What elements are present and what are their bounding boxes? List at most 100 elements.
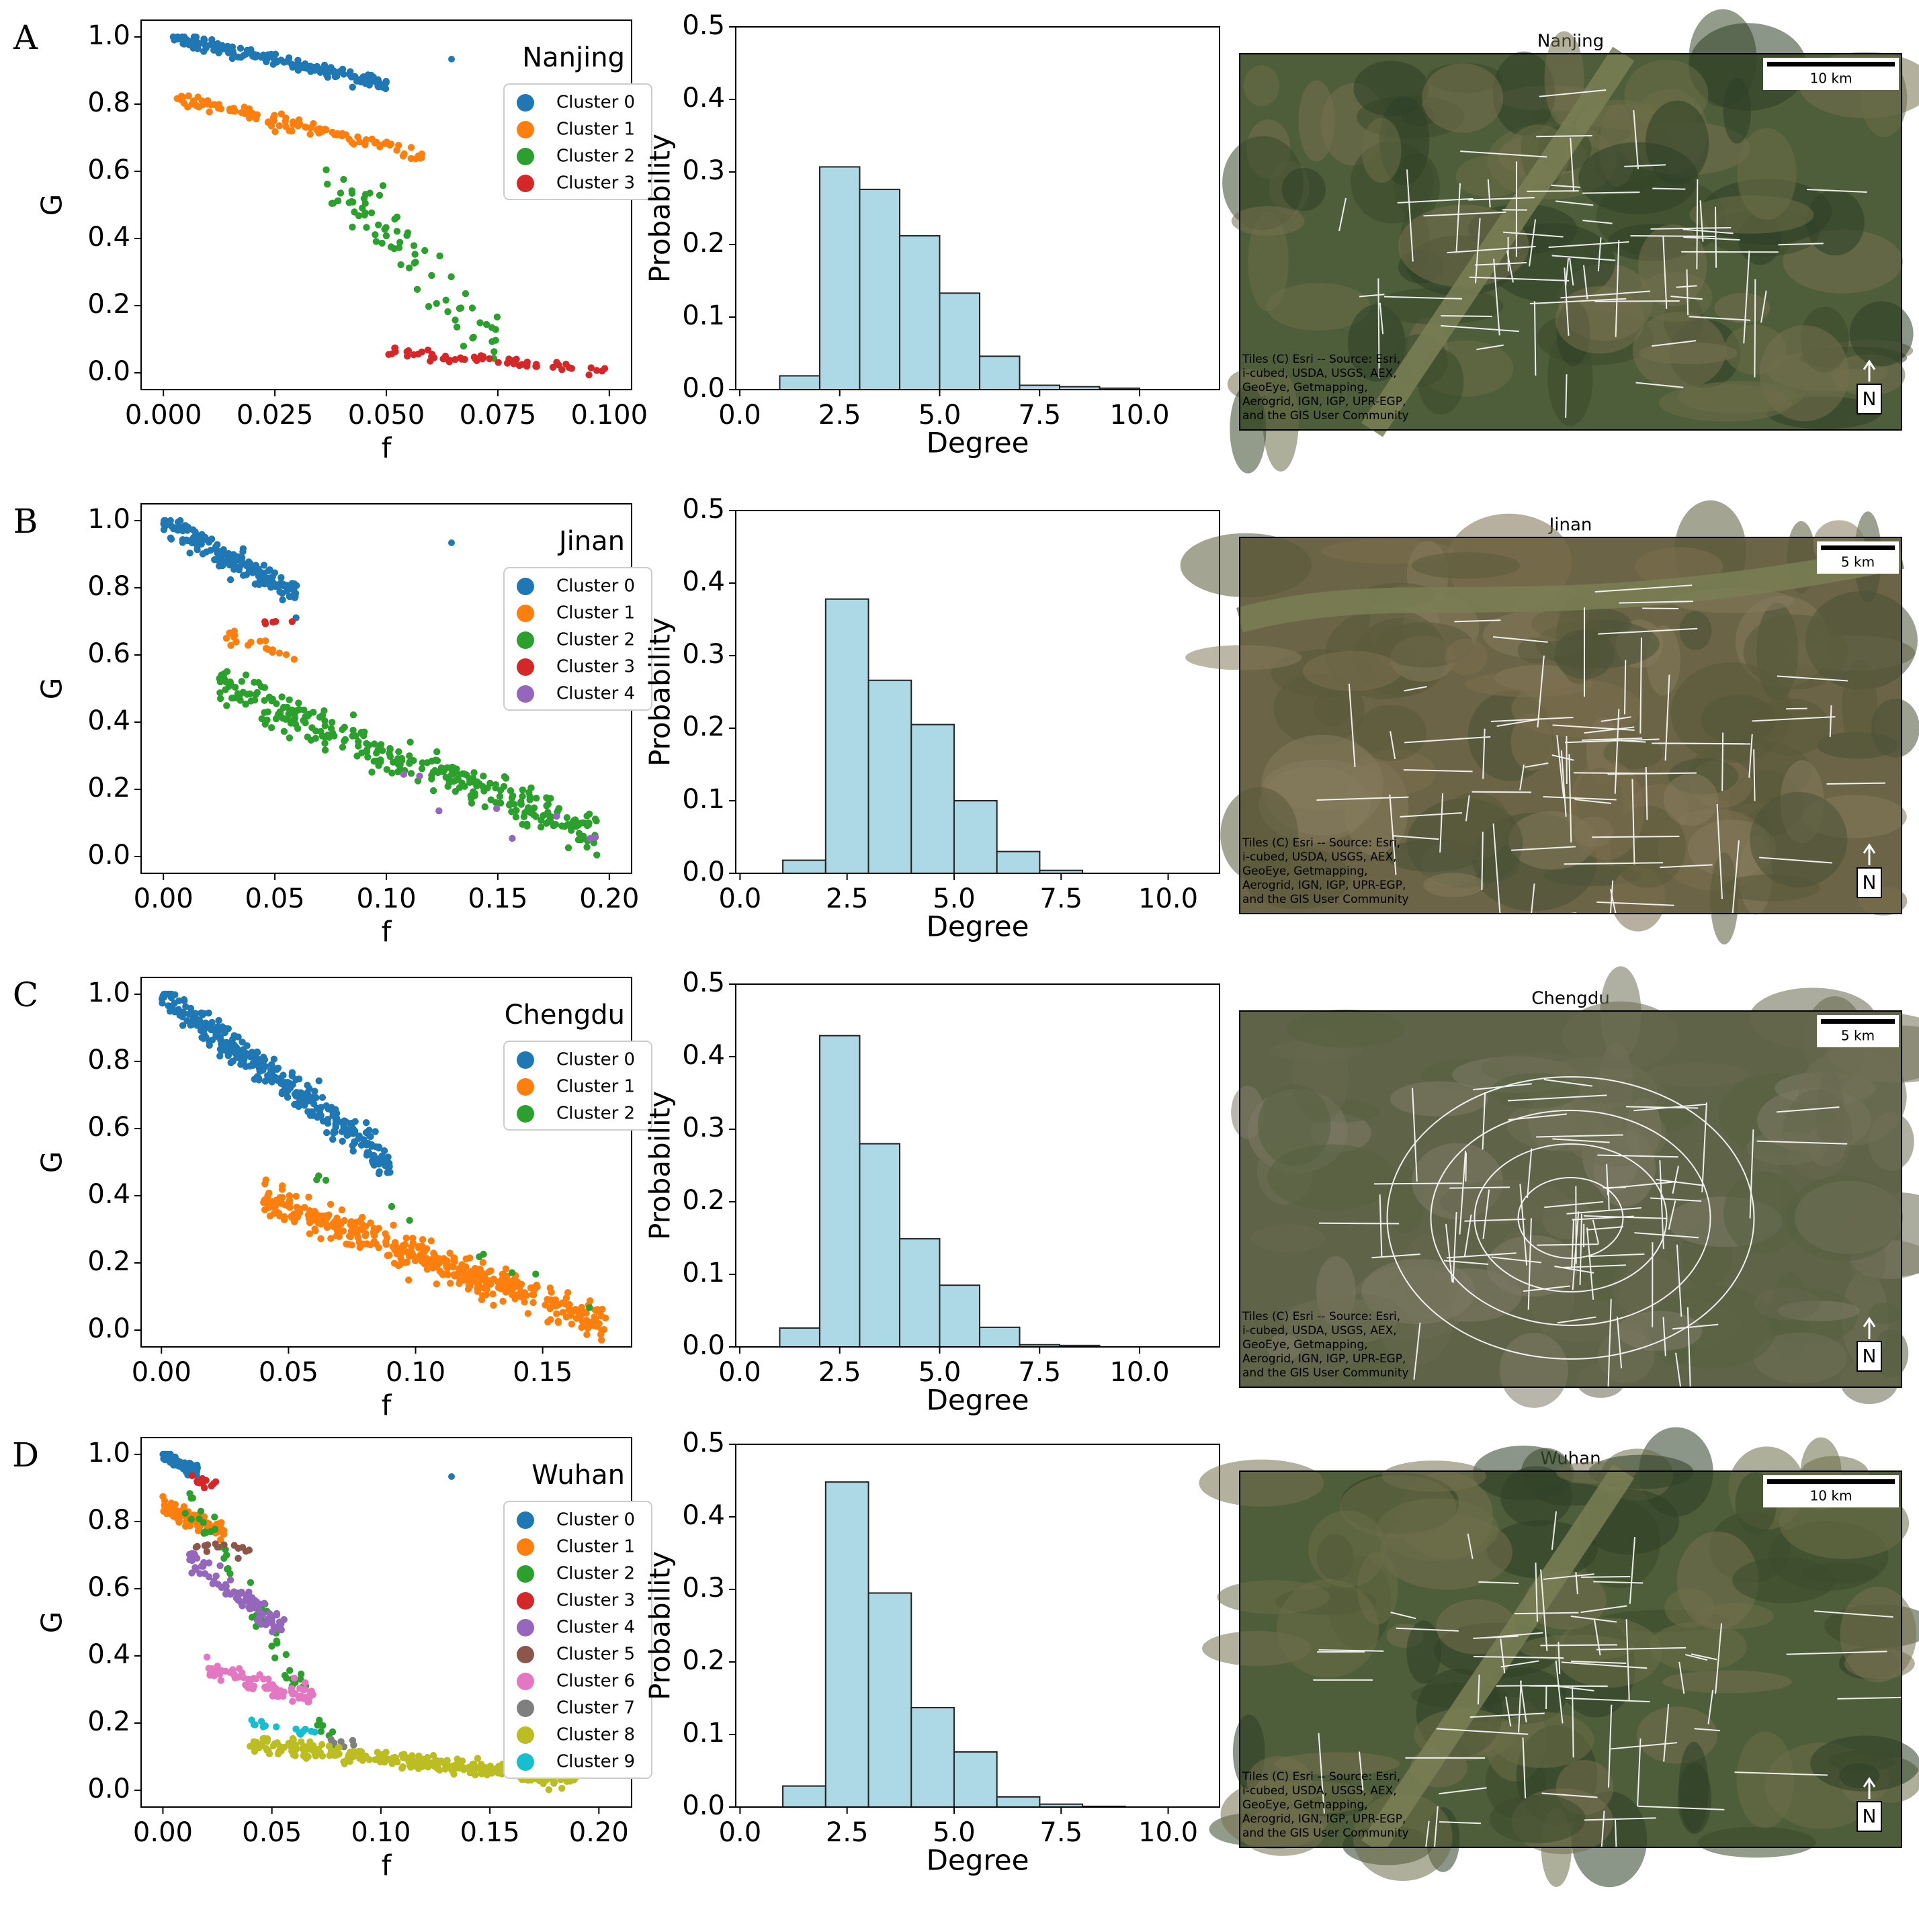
- terrain-patch: [1361, 1259, 1476, 1325]
- scatter-point: [279, 715, 287, 722]
- scatter-point: [306, 62, 314, 70]
- scatter-point: [232, 638, 240, 646]
- scatter-point: [296, 120, 304, 128]
- y-axis-label: G: [36, 1612, 69, 1634]
- scatter-point: [177, 1459, 184, 1466]
- x-tick-label: 0.20: [579, 883, 639, 914]
- scatter-point: [424, 346, 432, 354]
- scatter-point: [502, 1288, 510, 1296]
- legend-marker: [517, 1051, 534, 1069]
- panel-d: D 0.00 0.05 0.10 0.15 0.20 0.0 0.2 0.4 0.6 0.8 1.0 f…: [12, 1427, 1919, 1888]
- road-segment: [1540, 1644, 1617, 1646]
- road-segment: [1519, 764, 1525, 791]
- map-attribution: Aerogrid, IGN, IGP, UPR-EGP,: [1242, 879, 1406, 892]
- road-segment: [1601, 1810, 1605, 1848]
- scatter-point: [286, 1667, 294, 1674]
- road-segment: [1379, 302, 1384, 335]
- histogram-bar: [824, 1481, 869, 1808]
- road-segment: [1404, 736, 1491, 744]
- histogram-bar: [953, 1751, 998, 1808]
- histogram-bar: [779, 375, 820, 390]
- scatter-plot: 0.00 0.05 0.10 0.15 0.20 0.0 0.2 0.4 0.6 0.8 1.0 f G…: [36, 1437, 652, 1882]
- scatter-point: [171, 991, 179, 998]
- scatter-point: [393, 228, 401, 235]
- histogram-bar: [859, 1143, 900, 1348]
- scale-bar-label: 10 km: [1810, 71, 1852, 87]
- scatter-point: [280, 1692, 287, 1700]
- scatter-point: [345, 199, 353, 206]
- scatter-point: [231, 1674, 239, 1681]
- scatter-point: [586, 1304, 593, 1311]
- x-tick-label: 5.0: [933, 883, 976, 914]
- terrain-patch: [1639, 342, 1738, 365]
- scatter-point: [256, 576, 264, 584]
- scatter-point: [516, 1283, 523, 1291]
- scatter-point: [406, 1217, 413, 1224]
- y-tick-label: 0.2: [682, 1185, 725, 1216]
- north-box: [1857, 1801, 1882, 1832]
- scatter-point: [214, 1543, 221, 1551]
- scatter-point: [179, 33, 186, 41]
- scatter-point: [217, 1037, 224, 1045]
- scatter-point: [261, 709, 268, 716]
- scatter-point: [533, 363, 540, 370]
- scatter-point: [482, 320, 491, 328]
- scatter-point: [177, 517, 184, 525]
- terrain-patch: [1697, 1827, 1816, 1858]
- scatter-point: [169, 1460, 177, 1468]
- x-tick-label: 5.0: [919, 1357, 962, 1388]
- scatter-point: [376, 1758, 384, 1765]
- scatter-point: [593, 851, 601, 859]
- scatter-point: [212, 1031, 220, 1039]
- scatter-point: [355, 212, 363, 220]
- scatter-point: [338, 1206, 345, 1214]
- road-segment: [1597, 1154, 1678, 1158]
- x-tick-label: 5.0: [919, 400, 962, 431]
- scatter-point: [322, 1176, 330, 1184]
- road-segment: [1569, 257, 1574, 286]
- scatter-point: [497, 1280, 504, 1288]
- scatter-point: [382, 1238, 390, 1245]
- scatter-point: [307, 1687, 314, 1696]
- road-segment: [1716, 803, 1723, 899]
- histogram-bar: [953, 800, 998, 874]
- scatter-point: [356, 1755, 364, 1762]
- terrain-patch: [1678, 1741, 1709, 1833]
- scatter-point: [356, 76, 364, 83]
- road-segment: [1439, 793, 1444, 853]
- scatter-point: [349, 711, 357, 719]
- scatter-point: [229, 556, 237, 564]
- road-segment: [1584, 1215, 1668, 1219]
- y-axis-label: Probability: [644, 134, 677, 283]
- legend: Wuhan Cluster 0 Cluster 1 Cluster 2 Cluster …: [448, 1460, 652, 1779]
- scatter-point: [562, 1294, 570, 1302]
- x-tick-label: 7.5: [1018, 1357, 1061, 1388]
- scatter-point: [263, 716, 271, 724]
- scatter-point: [543, 794, 550, 801]
- scatter-series-cluster-3: [385, 344, 609, 379]
- y-tick-label: 0.2: [87, 289, 130, 320]
- road-segment: [1403, 769, 1473, 773]
- road-segment: [1616, 1317, 1623, 1368]
- road-segment: [1556, 735, 1565, 798]
- scatter-point: [215, 1016, 222, 1024]
- scatter-series-cluster-1: [173, 92, 425, 163]
- terrain-patch: [1732, 1557, 1836, 1604]
- terrain-patch: [1794, 1180, 1903, 1254]
- legend-marker: [517, 1078, 534, 1096]
- scatter-point: [259, 1610, 267, 1618]
- scatter-point: [474, 1284, 481, 1292]
- scatter-point: [223, 559, 231, 566]
- scatter-point: [577, 836, 585, 844]
- y-tick-label: 0.2: [682, 228, 725, 259]
- road-segment: [1500, 1638, 1506, 1673]
- scatter-point: [237, 1589, 245, 1597]
- road-segment: [1687, 1307, 1691, 1388]
- terrain-patch: [1679, 611, 1712, 650]
- road-segment: [1478, 1581, 1519, 1584]
- scatter-point: [337, 1738, 345, 1745]
- scatter-point: [349, 1748, 357, 1755]
- terrain-patch: [1600, 966, 1641, 1059]
- scatter-point: [375, 221, 382, 228]
